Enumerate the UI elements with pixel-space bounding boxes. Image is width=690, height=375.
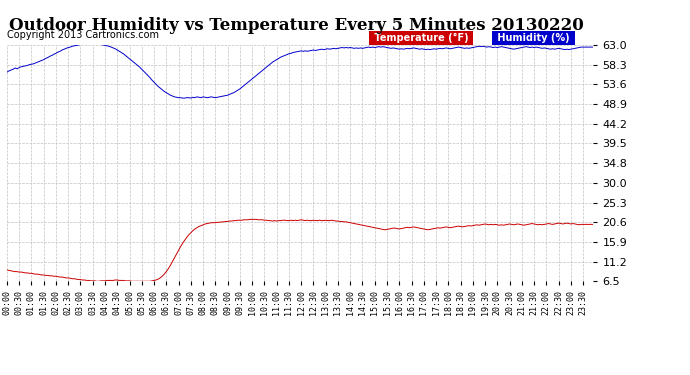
Text: Outdoor Humidity vs Temperature Every 5 Minutes 20130220: Outdoor Humidity vs Temperature Every 5 …	[10, 17, 584, 34]
Text: Temperature (°F): Temperature (°F)	[371, 33, 471, 43]
Text: Copyright 2013 Cartronics.com: Copyright 2013 Cartronics.com	[7, 30, 159, 40]
Text: Humidity (%): Humidity (%)	[493, 33, 573, 43]
